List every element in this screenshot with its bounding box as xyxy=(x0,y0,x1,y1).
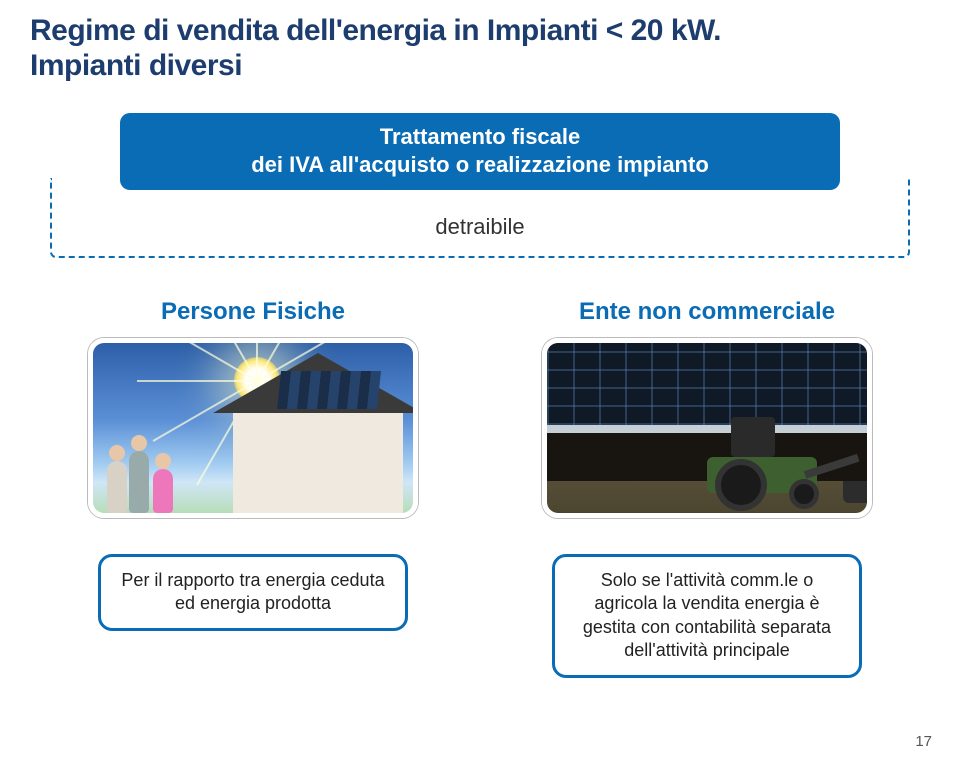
slide-title-block: Regime di vendita dell'energia in Impian… xyxy=(0,0,960,83)
right-column: Ente non commerciale Solo se l'attività … xyxy=(500,298,914,678)
banner-line-1: Trattamento fiscale xyxy=(120,123,840,151)
tractor-bucket-icon xyxy=(843,481,872,503)
house-icon xyxy=(233,413,403,513)
tractor-wheel-big-icon xyxy=(715,459,767,511)
dashed-container: detraibile xyxy=(50,178,910,258)
barn-eave xyxy=(547,425,867,433)
solar-panel-icon xyxy=(277,371,381,409)
tractor-wheel-small-icon xyxy=(789,479,819,509)
solar-grid-icon xyxy=(547,343,867,425)
people-icon xyxy=(107,423,187,513)
page-number: 17 xyxy=(915,733,932,750)
left-photo xyxy=(88,338,418,518)
detraibile-label: detraibile xyxy=(435,214,524,240)
two-columns: Persone Fisiche xyxy=(46,298,914,678)
left-column: Persone Fisiche xyxy=(46,298,460,678)
title-line-2: Impianti diversi xyxy=(30,49,960,84)
right-heading: Ente non commerciale xyxy=(579,298,835,326)
banner-line-2: dei IVA all'acquisto o realizzazione imp… xyxy=(120,151,840,179)
right-caption: Solo se l'attività comm.le o agricola la… xyxy=(552,554,862,678)
left-caption: Per il rapporto tra energia ceduta ed en… xyxy=(98,554,408,631)
right-photo xyxy=(542,338,872,518)
title-line-1: Regime di vendita dell'energia in Impian… xyxy=(30,14,960,49)
left-heading: Persone Fisiche xyxy=(161,298,345,326)
tractor-cab-icon xyxy=(731,417,775,457)
